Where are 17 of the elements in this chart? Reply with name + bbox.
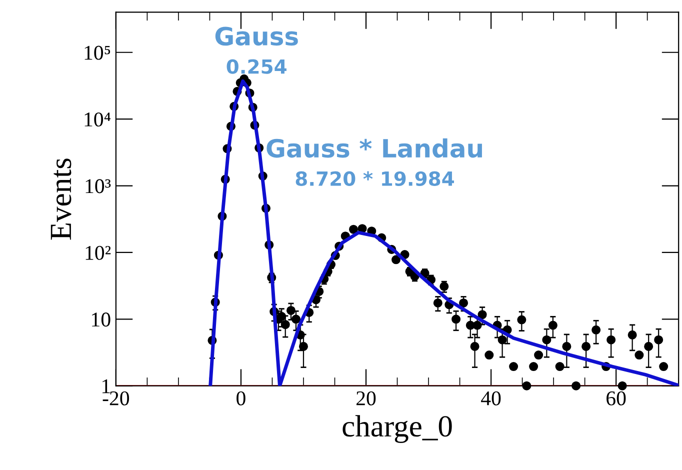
y-axis-title: Events xyxy=(50,158,72,240)
annotation: Gauss xyxy=(215,26,298,46)
x-tick-label: 40 xyxy=(481,391,501,406)
y-tick-label: 10 xyxy=(92,312,110,327)
y-tick-label: 10² xyxy=(86,246,111,260)
annotation: 0.254 xyxy=(226,59,286,74)
annotation: 8.720 * 19.984 xyxy=(296,171,454,186)
x-axis-title: charge_0 xyxy=(342,415,452,443)
y-tick-label: 10⁴ xyxy=(84,112,110,127)
annotation: Gauss * Landau xyxy=(266,138,482,158)
y-tick-label: 1 xyxy=(102,379,110,394)
x-tick-label: 60 xyxy=(606,391,626,406)
x-tick-label: -20 xyxy=(102,391,130,406)
x-tick-label: 0 xyxy=(236,391,246,406)
x-tick-label: 20 xyxy=(356,391,376,406)
y-tick-label: 10³ xyxy=(86,179,111,194)
y-tick-label: 10⁵ xyxy=(84,46,110,60)
